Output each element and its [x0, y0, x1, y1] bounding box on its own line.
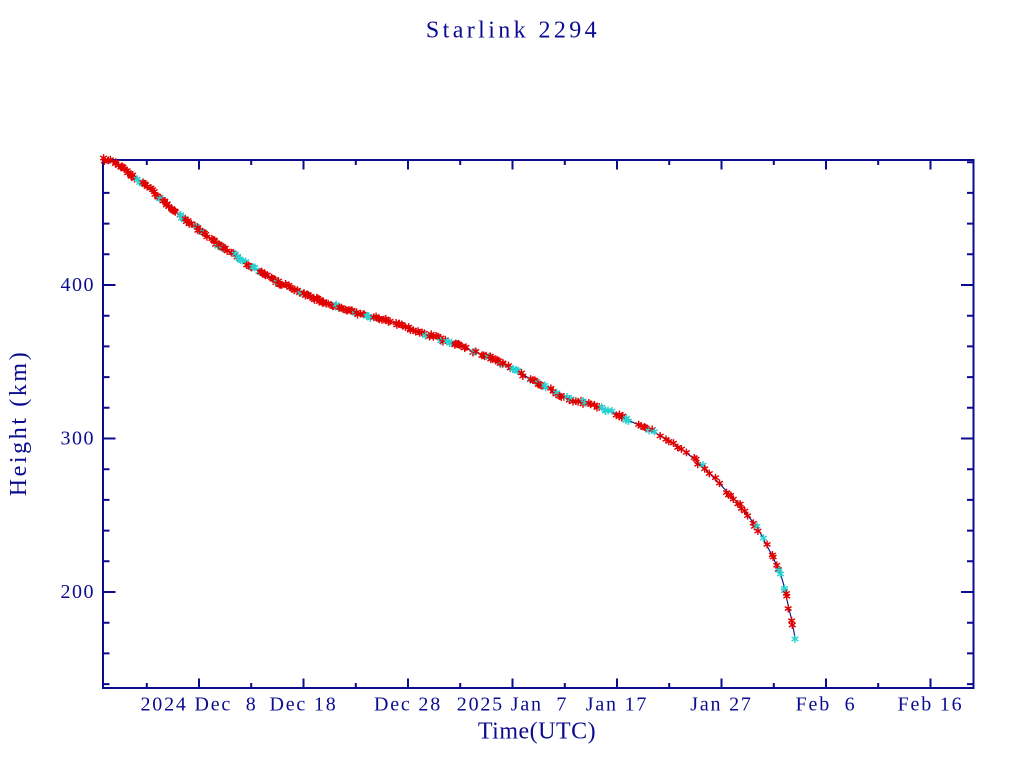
- svg-text:2024 Dec 8: 2024 Dec 8: [141, 694, 258, 716]
- svg-text:Feb 16: Feb 16: [898, 694, 964, 716]
- svg-text:400: 400: [61, 274, 96, 296]
- svg-text:Jan 27: Jan 27: [690, 694, 752, 716]
- svg-text:Dec 18: Dec 18: [270, 694, 338, 716]
- svg-text:Starlink 2294: Starlink 2294: [426, 18, 600, 44]
- svg-text:Dec 28: Dec 28: [374, 694, 442, 716]
- svg-text:Height (km): Height (km): [6, 350, 32, 497]
- svg-text:300: 300: [61, 427, 96, 449]
- svg-text:Jan 17: Jan 17: [586, 694, 648, 716]
- svg-text:2025 Jan 7: 2025 Jan 7: [457, 694, 568, 716]
- svg-text:200: 200: [61, 581, 96, 603]
- svg-text:Feb 6: Feb 6: [796, 694, 857, 716]
- svg-text:Time(UTC): Time(UTC): [478, 719, 596, 745]
